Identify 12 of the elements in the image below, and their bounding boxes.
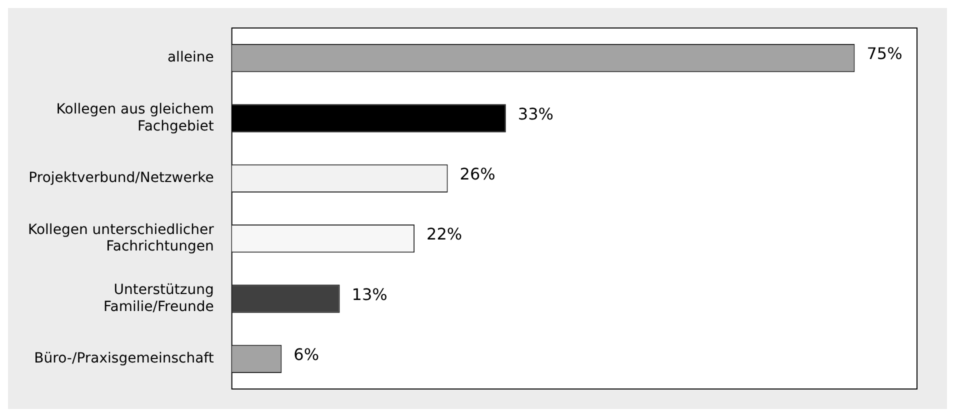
y-tick-label: Kollegen unterschiedlicher Fachrichtungen [28,222,214,255]
y-tick-label: Kollegen aus gleichem Fachgebiet [56,101,214,134]
data-label: 75% [866,44,902,64]
data-label: 13% [352,284,388,304]
y-tick-label: Büro-/Praxisgemeinschaft [34,350,214,367]
data-label: 6% [294,345,320,364]
data-label: 33% [518,104,554,124]
y-tick-label: alleine [167,50,214,66]
data-label: 22% [426,224,462,244]
y-tick-label: Unterstützung Familie/Freunde [104,282,214,315]
data-label: 26% [460,164,496,184]
y-tick-label: Projektverbund/Netzwerke [28,170,214,186]
